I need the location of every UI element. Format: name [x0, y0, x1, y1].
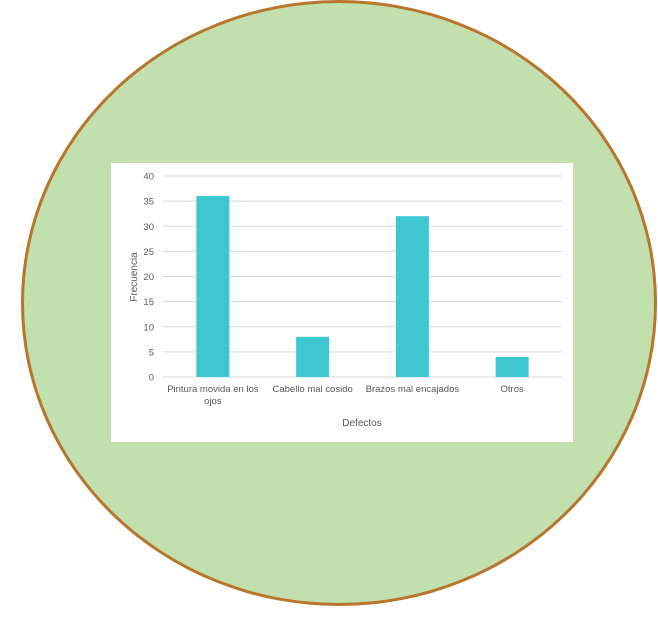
chart-card: 0 5 10 15 20 25 30 35 40 Pintura movida en los oj…	[111, 163, 573, 442]
y-tick-label: 10	[143, 322, 154, 333]
bar	[296, 336, 330, 377]
x-tick-label: Otros	[501, 384, 524, 395]
x-tick-label: Cabello mal cosido	[272, 384, 352, 395]
y-tick-label: 35	[143, 197, 154, 208]
bar	[395, 216, 429, 377]
y-tick-label: 5	[149, 347, 154, 358]
y-tick-label: 15	[143, 297, 154, 308]
bar	[495, 356, 529, 377]
y-tick-label: 0	[149, 373, 154, 384]
bar-chart: 0 5 10 15 20 25 30 35 40 Pintura movida en los oj…	[129, 172, 562, 429]
x-tick-label: Brazos mal encajados	[366, 384, 460, 395]
x-axis-title: Defectos	[342, 418, 381, 429]
y-tick-label: 30	[143, 222, 154, 233]
x-tick-label: Pintura movida en los ojos	[167, 384, 259, 407]
y-axis-title: Frecuencia	[129, 252, 140, 302]
y-tick-label: 40	[143, 172, 154, 183]
bar	[196, 196, 230, 377]
y-tick-label: 20	[143, 272, 154, 283]
y-tick-label: 25	[143, 247, 154, 258]
